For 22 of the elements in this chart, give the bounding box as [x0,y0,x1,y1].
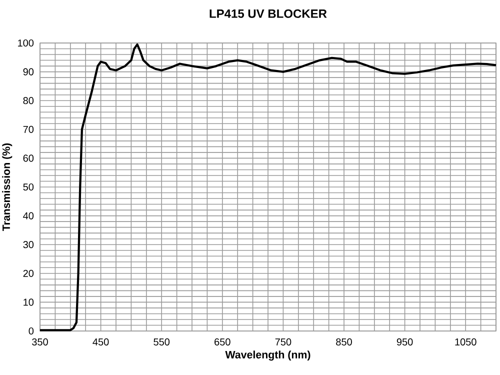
y-axis-title: Transmission (%) [2,143,12,232]
y-tick-label: 40 [23,212,34,220]
y-tick-label: 30 [23,241,34,248]
y-tick-label: 20 [23,270,34,277]
x-tick-label: 750 [275,338,292,346]
y-tick-label: 80 [23,97,34,104]
chart-title: LP415 UV BLOCKER [210,9,327,18]
x-tick-label: 550 [154,338,170,346]
y-tick-label: 0 [28,327,34,335]
y-tick-label: 90 [23,68,34,76]
y-tick-label: 60 [23,154,34,162]
y-tick-label: 100 [18,39,34,47]
x-tick-label: 850 [336,338,352,346]
x-tick-label: 450 [92,338,109,346]
x-tick-label: 650 [214,338,230,346]
y-tick-label: 10 [24,298,34,306]
x-axis-title: Wavelength (nm) [225,350,310,361]
y-tick-label: 50 [23,183,34,191]
x-tick-label: 1050 [455,338,476,346]
y-tick-label: 70 [23,126,34,133]
x-tick-label: 950 [396,338,413,346]
x-tick-label: 350 [32,338,48,346]
